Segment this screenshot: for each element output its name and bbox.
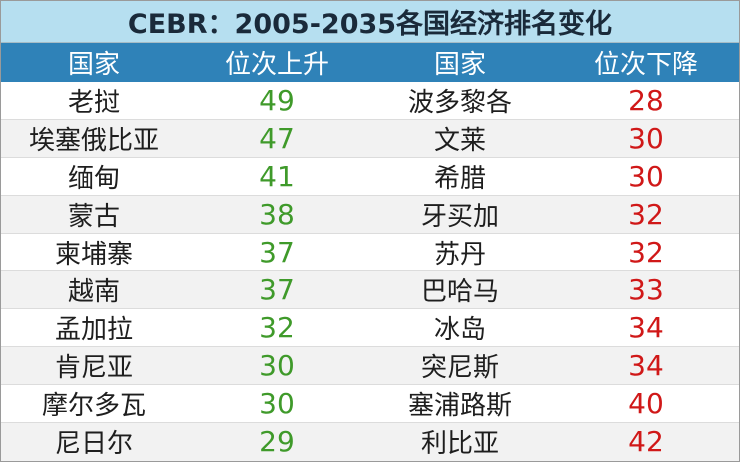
fall-country-cell: 苏丹 [433,239,486,270]
table-title: CEBR：2005-2035各国经济排名变化 [1,1,739,43]
fall-value-cell: 32 [628,235,664,269]
rise-country-cell: 老挝 [67,87,120,118]
rise-value-cell: 29 [259,425,295,459]
table-row: 柬埔寨 37 苏丹 32 [1,234,739,272]
rise-value-cell: 49 [259,83,295,117]
fall-value-cell: 34 [628,349,664,383]
fall-country-cell: 利比亚 [420,429,499,460]
fall-value-cell: 30 [628,121,664,155]
fall-value-cell: 30 [628,159,664,193]
fall-country-cell: 巴哈马 [420,277,499,308]
table-row: 摩尔多瓦 30 塞浦路斯 40 [1,385,739,424]
fall-value-cell: 28 [628,83,664,117]
header-country-left: 国家 [67,50,120,80]
rise-value-cell: 37 [259,235,295,269]
rise-value-cell: 32 [259,311,295,345]
fall-value-cell: 34 [628,311,664,345]
fall-value-cell: 33 [628,273,664,307]
rise-value-cell: 37 [259,273,295,307]
table-body: 老挝 49 波多黎各 28 埃塞俄比亚 47 文莱 30 缅甸 41 希腊 30 蒙古 38 牙买加 32 柬埔… [1,82,739,461]
table-row: 尼日尔 29 利比亚 42 [1,423,739,461]
fall-country-cell: 牙买加 [420,201,499,232]
fall-value-cell: 40 [628,387,664,421]
rise-country-cell: 孟加拉 [54,315,133,346]
fall-country-cell: 希腊 [433,163,486,194]
rise-value-cell: 41 [259,159,295,193]
rise-country-cell: 尼日尔 [54,429,133,460]
header-country-right: 国家 [433,50,486,80]
header-rise: 位次上升 [224,50,329,80]
rise-country-cell: 缅甸 [67,163,120,194]
fall-country-cell: 文莱 [433,125,486,156]
fall-country-cell: 塞浦路斯 [407,391,512,422]
fall-value-cell: 42 [628,425,664,459]
table-row: 埃塞俄比亚 47 文莱 30 [1,119,739,158]
rise-value-cell: 38 [259,197,295,231]
rise-country-cell: 蒙古 [67,201,120,232]
fall-country-cell: 突尼斯 [420,353,499,384]
rise-value-cell: 47 [259,121,295,155]
table-row: 孟加拉 32 冰岛 34 [1,309,739,348]
rise-country-cell: 摩尔多瓦 [41,391,146,422]
rise-country-cell: 柬埔寨 [54,239,133,270]
rise-value-cell: 30 [259,349,295,383]
rise-country-cell: 肯尼亚 [54,353,133,384]
fall-country-cell: 波多黎各 [407,87,512,118]
rise-country-cell: 越南 [67,277,120,308]
table-row: 肯尼亚 30 突尼斯 34 [1,347,739,386]
table-row: 越南 37 巴哈马 33 [1,271,739,310]
rise-value-cell: 30 [259,387,295,421]
fall-country-cell: 冰岛 [433,315,486,346]
rise-country-cell: 埃塞俄比亚 [28,125,159,156]
header-fall: 位次下降 [593,50,698,80]
table-row: 缅甸 41 希腊 30 [1,158,739,196]
table-header: 国家 位次上升 国家 位次下降 [1,43,739,82]
table-row: 蒙古 38 牙买加 32 [1,195,739,234]
table-row: 老挝 49 波多黎各 28 [1,82,739,120]
fall-value-cell: 32 [628,197,664,231]
